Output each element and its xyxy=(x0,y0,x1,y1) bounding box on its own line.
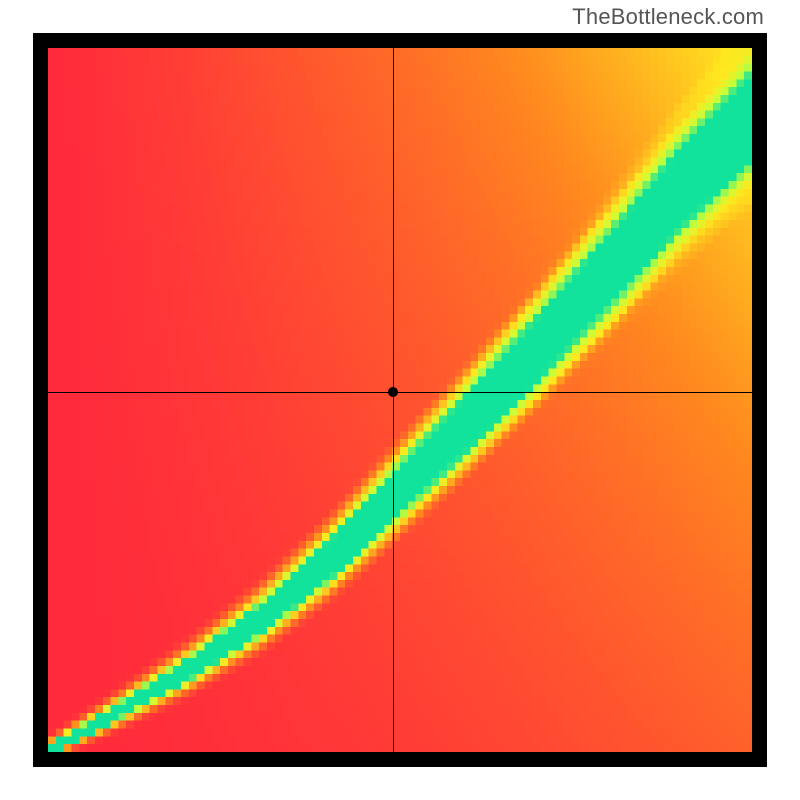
crosshair-vertical xyxy=(393,48,394,752)
crosshair-marker xyxy=(388,387,398,397)
plot-area xyxy=(48,48,752,752)
crosshair-horizontal xyxy=(48,392,752,393)
heatmap-canvas xyxy=(48,48,752,752)
plot-frame xyxy=(33,33,767,767)
watermark-text: TheBottleneck.com xyxy=(572,4,764,30)
chart-container: TheBottleneck.com xyxy=(0,0,800,800)
